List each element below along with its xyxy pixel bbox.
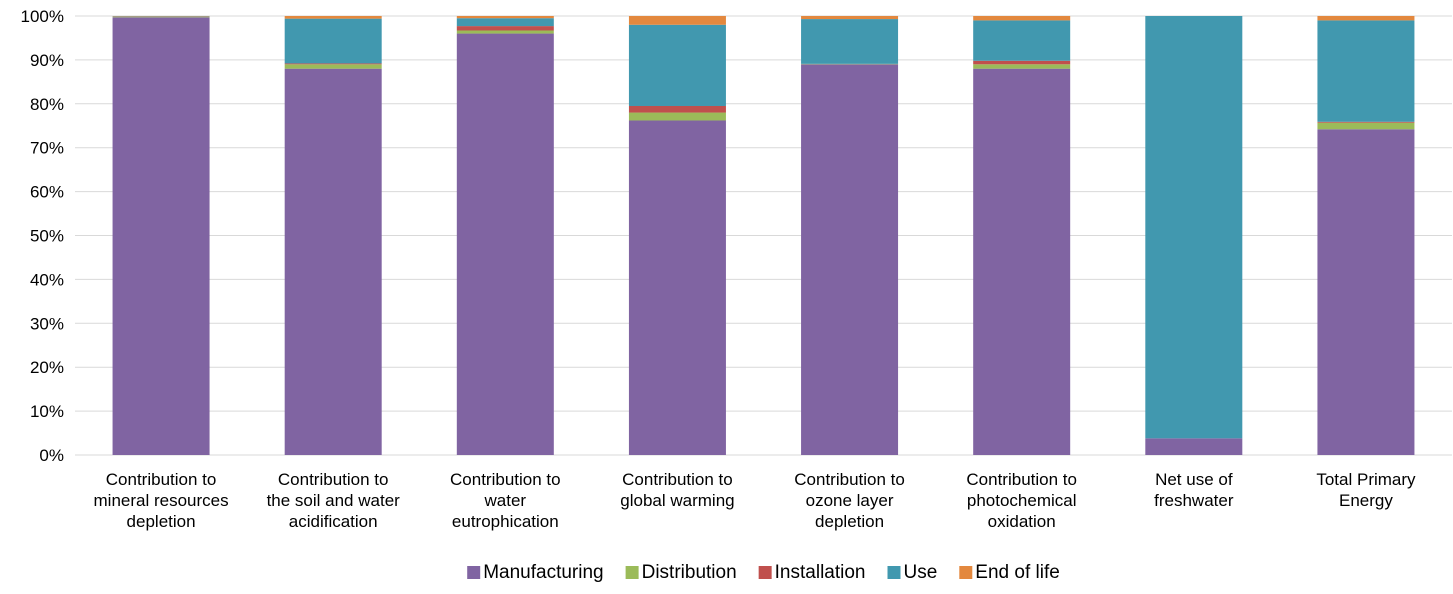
bar-segment-0-manufacturing <box>112 17 210 456</box>
bar-segment-3-distribution <box>628 112 726 121</box>
bar-segment-1-end-of-life <box>284 16 382 19</box>
x-category-label-7: Total Primary Energy <box>1316 470 1416 510</box>
x-category-label-line: Energy <box>1339 491 1393 510</box>
x-category-label-line: Total Primary <box>1316 470 1416 489</box>
bar-segment-1-distribution <box>284 64 382 69</box>
x-category-label-1: Contribution to the soil and water acidifi… <box>267 470 401 531</box>
x-category-label-line: eutrophication <box>452 512 559 531</box>
bar-segment-6-use <box>1145 16 1243 439</box>
y-tick-label-50: 50% <box>30 227 64 246</box>
x-category-label-line: acidification <box>289 512 378 531</box>
x-category-label-line: Contribution to <box>450 470 561 489</box>
x-category-label-line: oxidation <box>988 512 1056 531</box>
x-category-label-0: Contribution to mineral resources depletio… <box>94 470 229 531</box>
bar-segment-5-use <box>973 20 1071 61</box>
bar-segment-6-manufacturing <box>1145 438 1243 455</box>
x-category-label-2: Contribution to water eutrophication <box>450 470 561 531</box>
y-tick-label-70: 70% <box>30 139 64 158</box>
x-category-label-line: Contribution to <box>794 470 905 489</box>
legend-label-distribution: Distribution <box>642 562 737 583</box>
y-tick-label-90: 90% <box>30 51 64 70</box>
x-category-label-line: global warming <box>620 491 734 510</box>
y-tick-label-100: 100% <box>21 7 64 26</box>
x-category-label-line: Contribution to <box>966 470 1077 489</box>
bar-segment-1-installation <box>284 63 382 65</box>
x-category-label-line: freshwater <box>1154 491 1234 510</box>
legend-swatch-installation <box>758 566 772 579</box>
x-category-label-line: Contribution to <box>106 470 217 489</box>
bar-segment-4-end-of-life <box>801 16 899 20</box>
x-category-label-6: Net use of freshwater <box>1154 470 1234 510</box>
bar-segment-2-use <box>456 18 554 27</box>
legend-label-end-of-life: End of life <box>975 562 1060 583</box>
legend-swatch-distribution <box>625 566 639 579</box>
legend-label-installation: Installation <box>775 562 866 583</box>
y-tick-label-20: 20% <box>30 358 64 377</box>
y-tick-label-30: 30% <box>30 314 64 333</box>
x-category-label-line: ozone layer <box>806 491 894 510</box>
bar-segment-4-manufacturing <box>801 64 899 455</box>
bar-segment-5-distribution <box>973 64 1071 69</box>
bar-segment-7-end-of-life <box>1317 16 1415 21</box>
x-category-label-line: photochemical <box>967 491 1077 510</box>
bar-segment-5-installation <box>973 60 1071 65</box>
bar-segment-3-use <box>628 24 726 106</box>
x-category-label-line: depletion <box>815 512 884 531</box>
x-axis-category-labels: Contribution to mineral resources depletio… <box>94 470 1417 531</box>
x-category-label-line: Net use of <box>1155 470 1233 489</box>
bar-segment-3-installation <box>628 105 726 113</box>
bar-segment-4-use <box>801 19 899 64</box>
y-tick-label-0: 0% <box>39 446 64 465</box>
x-category-label-line: water <box>484 491 527 510</box>
bar-segment-3-end-of-life <box>628 16 726 25</box>
bar-segment-3-manufacturing <box>628 120 726 456</box>
bar-segment-7-use <box>1317 20 1415 122</box>
y-tick-label-40: 40% <box>30 270 64 289</box>
y-tick-label-80: 80% <box>30 95 64 114</box>
x-category-label-line: Contribution to <box>622 470 733 489</box>
bar-segment-1-manufacturing <box>284 68 382 456</box>
y-tick-label-10: 10% <box>30 402 64 421</box>
bar-segment-7-installation <box>1317 121 1415 123</box>
legend-swatch-end-of-life <box>959 566 973 579</box>
bar-segment-2-installation <box>456 26 554 31</box>
x-category-label-line: mineral resources <box>94 491 229 510</box>
legend: Manufacturing Distribution Installation Use… <box>467 562 1060 583</box>
x-category-label-5: Contribution to photochemical oxidation <box>966 470 1077 531</box>
bar-segment-5-manufacturing <box>973 68 1071 456</box>
x-category-label-4: Contribution to ozone layer depletion <box>794 470 905 531</box>
x-category-label-line: Contribution to <box>278 470 389 489</box>
y-tick-label-60: 60% <box>30 183 64 202</box>
bar-segment-5-end-of-life <box>973 16 1071 21</box>
legend-swatch-use <box>887 566 901 579</box>
x-category-label-line: depletion <box>127 512 196 531</box>
bar-segment-1-use <box>284 18 382 64</box>
x-category-label-3: Contribution to global warming <box>620 470 734 510</box>
gridlines <box>75 15 1452 456</box>
bar-segment-2-distribution <box>456 30 554 34</box>
bar-segment-2-manufacturing <box>456 33 554 456</box>
y-axis-tick-labels: 0% 10% 20% 30% 40% 50% 60% 70% 80% 90% 100% <box>21 7 64 465</box>
legend-swatch-manufacturing <box>467 566 481 579</box>
legend-label-manufacturing: Manufacturing <box>483 562 603 583</box>
x-category-label-line: the soil and water <box>267 491 401 510</box>
bar-segment-7-manufacturing <box>1317 129 1415 455</box>
bar-segment-2-end-of-life <box>456 16 554 19</box>
legend-label-use: Use <box>904 562 938 583</box>
bars <box>112 16 1415 456</box>
bar-segment-7-distribution <box>1317 122 1415 130</box>
